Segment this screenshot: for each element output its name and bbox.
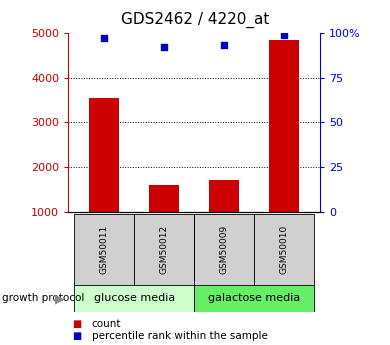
Text: GSM50009: GSM50009 [220, 225, 229, 274]
Bar [134, 214, 194, 285]
Text: growth protocol: growth protocol [2, 294, 84, 303]
Bar [209, 180, 239, 212]
Point [161, 45, 167, 50]
Bar [149, 185, 179, 212]
Bar [194, 214, 254, 285]
Bar [89, 98, 119, 212]
Point [101, 36, 107, 41]
Point [221, 42, 227, 48]
Bar [254, 214, 314, 285]
Text: galactose media: galactose media [208, 294, 300, 303]
Text: GSM50012: GSM50012 [160, 225, 168, 274]
Text: ▶: ▶ [55, 292, 64, 305]
Bar [74, 214, 134, 285]
Bar [74, 285, 194, 312]
Text: count: count [92, 319, 121, 329]
Text: glucose media: glucose media [94, 294, 175, 303]
Bar [194, 285, 314, 312]
Text: GSM50011: GSM50011 [100, 225, 109, 274]
Text: GSM50010: GSM50010 [279, 225, 288, 274]
Bar [269, 39, 299, 212]
Text: ■: ■ [72, 319, 82, 329]
Text: GDS2462 / 4220_at: GDS2462 / 4220_at [121, 12, 269, 28]
Point [281, 32, 287, 37]
Text: percentile rank within the sample: percentile rank within the sample [92, 332, 268, 341]
Text: ■: ■ [72, 332, 82, 341]
